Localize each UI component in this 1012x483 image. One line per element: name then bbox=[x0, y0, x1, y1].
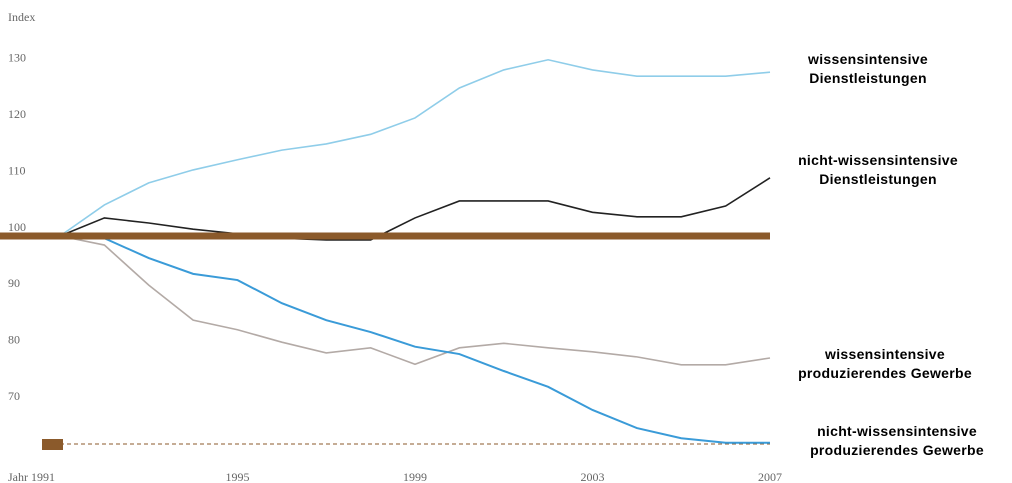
series-line bbox=[59, 58, 771, 237]
series-label: wissensintensive produzierendes Gewerbe bbox=[798, 346, 972, 381]
series-line bbox=[59, 177, 771, 241]
series-line bbox=[59, 235, 771, 366]
y-tick-label: 90 bbox=[8, 276, 20, 290]
x-tick-label: 2007 bbox=[758, 470, 782, 483]
series-label: nicht-wissensintensive produzierendes Ge… bbox=[810, 423, 984, 458]
x-tick-label: 1995 bbox=[226, 470, 250, 483]
y-axis-label: Index bbox=[8, 10, 35, 24]
x-tick-label: Jahr 1991 bbox=[8, 470, 55, 483]
y-tick-label: 110 bbox=[8, 163, 26, 177]
y-tick-label: 130 bbox=[8, 50, 26, 64]
series-line bbox=[59, 235, 770, 444]
y-tick-label: 80 bbox=[8, 333, 20, 347]
series-label: wissensintensive Dienstleistungen bbox=[808, 51, 928, 86]
y-tick-label: 100 bbox=[8, 220, 26, 234]
x-tick-label: 1999 bbox=[403, 470, 427, 483]
legend-marker bbox=[42, 439, 63, 450]
y-tick-label: 70 bbox=[8, 389, 20, 403]
y-tick-label: 120 bbox=[8, 107, 26, 121]
x-tick-label: 2003 bbox=[581, 470, 605, 483]
series-label: nicht-wissensintensive Dienstleistungen bbox=[798, 152, 958, 187]
